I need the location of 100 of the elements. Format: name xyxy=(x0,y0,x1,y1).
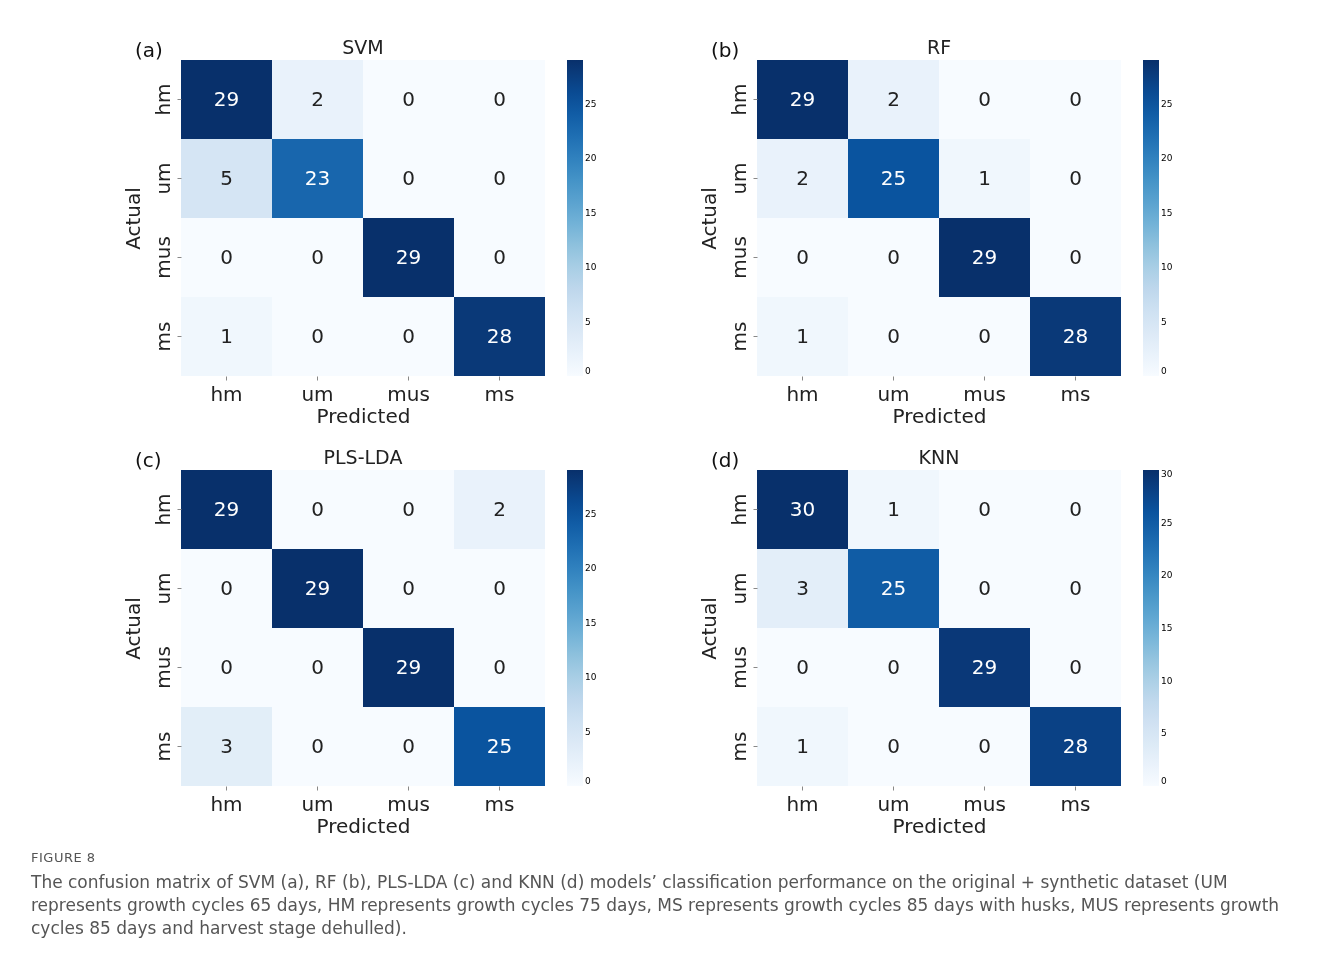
data-label: 28 xyxy=(1062,323,1089,348)
data-label: 25 xyxy=(880,575,907,600)
data-label: 25 xyxy=(486,733,513,758)
x-tick-label: um xyxy=(877,381,910,406)
data-label: 30 xyxy=(789,496,816,521)
color-bar-label: 25 xyxy=(585,98,597,109)
x-tick-label: mus xyxy=(387,791,430,816)
text: (a) xyxy=(135,38,163,62)
data-label: 25 xyxy=(880,165,907,190)
data-label: 0 xyxy=(887,244,900,269)
data-label: 0 xyxy=(220,654,233,679)
y-tick-label: um xyxy=(150,162,175,195)
color-bar-label: 25 xyxy=(585,508,597,519)
data-label: 29 xyxy=(213,86,240,111)
data-label: 0 xyxy=(402,86,415,111)
color-bar-label: 30 xyxy=(1161,469,1173,479)
x-tick-label: hm xyxy=(210,791,243,816)
color-bar-label: 20 xyxy=(1161,153,1173,164)
data-label: 0 xyxy=(493,575,506,600)
y-tick-label: mus xyxy=(726,236,751,279)
color-bar-label: 0 xyxy=(1161,776,1167,786)
data-label: 0 xyxy=(978,323,991,348)
y-tick-label: hm xyxy=(150,493,175,526)
data-label: 1 xyxy=(796,323,809,348)
data-label: 0 xyxy=(978,575,991,600)
chart-title: PLS-LDA xyxy=(323,446,403,468)
data-label: 0 xyxy=(978,86,991,111)
data-label: 0 xyxy=(1069,165,1082,190)
data-label: 29 xyxy=(971,244,998,269)
x-axis-title: Predicted xyxy=(892,813,987,838)
data-label: 29 xyxy=(395,244,422,269)
caption: FIGURE 8 xyxy=(31,850,97,865)
data-label: 29 xyxy=(789,86,816,111)
x-tick-label: ms xyxy=(1060,791,1091,816)
data-label: 2 xyxy=(311,86,324,111)
y-tick-label: ms xyxy=(726,731,751,762)
color-bar-label: 20 xyxy=(585,153,597,164)
chart-title: SVM xyxy=(342,36,384,58)
text: The confusion matrix of SVM (a), RF (b), PLS-LDA (c) and KNN (d) models’ classification performance on the original + synthetic dataset (UM represents growth cycles 65 days, HM represents growth cycles 75 days, MS represents growth cycles 85 days with husks, MUS represents growth cycles 85 days and harvest stage dehulled). xyxy=(31,871,1281,940)
data-label: 0 xyxy=(220,575,233,600)
color-bar-label: 15 xyxy=(585,617,597,628)
data-label: 0 xyxy=(220,244,233,269)
x-tick-label: hm xyxy=(786,381,819,406)
data-label: 3 xyxy=(220,733,233,758)
data-label: 0 xyxy=(978,496,991,521)
data-label: 0 xyxy=(402,496,415,521)
y-tick-label: hm xyxy=(726,493,751,526)
color-bar-label: 5 xyxy=(585,726,591,737)
data-label: 23 xyxy=(304,165,331,190)
data-label: 0 xyxy=(402,733,415,758)
y-axis-title: Actual xyxy=(120,187,145,250)
text: (d) xyxy=(711,448,740,472)
data-label: 0 xyxy=(1069,244,1082,269)
chart-title: RF xyxy=(926,36,952,58)
color-bar-label: 15 xyxy=(1161,207,1173,218)
color-bar-label: 5 xyxy=(1161,728,1167,739)
data-label: 0 xyxy=(1069,575,1082,600)
y-tick-label: ms xyxy=(726,321,751,352)
y-tick-label: hm xyxy=(150,83,175,116)
data-label: 1 xyxy=(796,733,809,758)
data-label: 5 xyxy=(220,165,233,190)
x-axis-title: Predicted xyxy=(316,403,411,428)
color-bar-label: 10 xyxy=(1161,262,1173,273)
x-axis-title: Predicted xyxy=(316,813,411,838)
data-label: 0 xyxy=(887,323,900,348)
color-bar-label: 10 xyxy=(585,672,597,683)
data-label: 0 xyxy=(311,654,324,679)
data-label: 0 xyxy=(1069,496,1082,521)
x-tick-label: hm xyxy=(210,381,243,406)
data-label: 0 xyxy=(311,244,324,269)
x-tick-label: um xyxy=(877,791,910,816)
data-label: 0 xyxy=(493,654,506,679)
x-tick-label: ms xyxy=(484,381,515,406)
x-tick-label: hm xyxy=(786,791,819,816)
x-tick-label: mus xyxy=(387,381,430,406)
data-label: 0 xyxy=(1069,86,1082,111)
color-bar-label: 0 xyxy=(1161,366,1167,376)
data-label: 28 xyxy=(486,323,513,348)
y-tick-label: um xyxy=(150,572,175,605)
y-tick-label: mus xyxy=(150,646,175,689)
x-axis-title: Predicted xyxy=(892,403,987,428)
data-label: 0 xyxy=(311,733,324,758)
x-tick-label: ms xyxy=(484,791,515,816)
data-label: 0 xyxy=(311,496,324,521)
x-tick-label: mus xyxy=(963,381,1006,406)
data-label: 0 xyxy=(493,86,506,111)
data-label: 0 xyxy=(978,733,991,758)
data-label: 29 xyxy=(395,654,422,679)
x-tick-label: um xyxy=(301,381,334,406)
y-axis-title: Actual xyxy=(696,187,721,250)
y-tick-label: hm xyxy=(726,83,751,116)
data-label: 0 xyxy=(402,165,415,190)
y-tick-label: um xyxy=(726,572,751,605)
y-tick-label: ms xyxy=(150,321,175,352)
y-tick-label: um xyxy=(726,162,751,195)
data-label: 0 xyxy=(796,244,809,269)
data-label: 0 xyxy=(402,575,415,600)
y-tick-label: mus xyxy=(150,236,175,279)
data-label: 0 xyxy=(887,733,900,758)
y-tick-label: mus xyxy=(726,646,751,689)
